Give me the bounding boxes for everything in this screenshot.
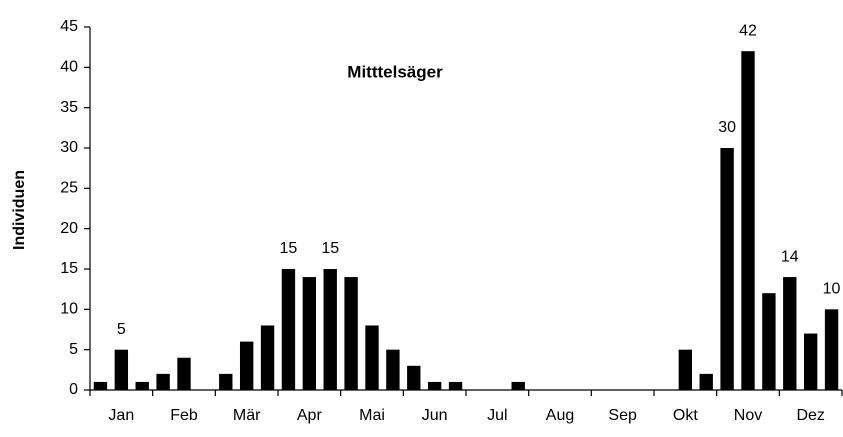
bar bbox=[741, 51, 755, 390]
bar bbox=[239, 341, 254, 390]
y-tick-label: 15 bbox=[60, 260, 78, 277]
bar bbox=[720, 148, 734, 390]
data-label: 10 bbox=[823, 281, 841, 298]
bar bbox=[762, 293, 776, 390]
bar bbox=[699, 373, 713, 390]
data-label: 30 bbox=[718, 119, 736, 136]
x-tick-label: Mai bbox=[359, 407, 385, 424]
bar bbox=[511, 381, 525, 390]
y-tick-label: 0 bbox=[69, 381, 78, 398]
bar bbox=[135, 381, 149, 390]
bar bbox=[302, 277, 317, 390]
bar bbox=[365, 325, 379, 390]
y-tick-label: 20 bbox=[60, 220, 78, 237]
chart-title: Mitttelsäger bbox=[347, 62, 443, 81]
bar bbox=[824, 309, 839, 390]
bar bbox=[427, 381, 442, 390]
x-tick-label: Nov bbox=[734, 407, 762, 424]
data-label: 5 bbox=[117, 321, 126, 338]
y-tick-label: 25 bbox=[60, 180, 78, 197]
bar bbox=[407, 365, 421, 390]
bar bbox=[93, 381, 108, 390]
data-label: 15 bbox=[321, 240, 339, 257]
x-tick-label: Feb bbox=[170, 407, 198, 424]
bar bbox=[281, 269, 296, 390]
x-tick-label: Aug bbox=[546, 407, 574, 424]
y-tick-label: 45 bbox=[60, 18, 78, 35]
x-tick-label: Apr bbox=[297, 407, 323, 424]
y-axis-label: Individuen bbox=[11, 170, 28, 250]
y-tick-label: 35 bbox=[60, 99, 78, 116]
bar bbox=[323, 269, 337, 390]
data-label: 14 bbox=[781, 248, 799, 265]
x-tick-label: Okt bbox=[673, 407, 698, 424]
y-tick-label: 10 bbox=[60, 301, 78, 318]
x-tick-label: Jun bbox=[422, 407, 448, 424]
x-tick-label: Mär bbox=[233, 407, 261, 424]
bar bbox=[448, 381, 463, 390]
data-label: 15 bbox=[280, 240, 298, 257]
x-tick-label: Jan bbox=[108, 407, 134, 424]
bar bbox=[156, 373, 170, 390]
x-tick-label: Sep bbox=[608, 407, 637, 424]
y-tick-label: 5 bbox=[69, 341, 78, 358]
bar bbox=[783, 277, 797, 390]
y-tick-label: 40 bbox=[60, 59, 78, 76]
bar bbox=[219, 373, 233, 390]
x-tick-label: Jul bbox=[487, 407, 507, 424]
bar bbox=[260, 325, 275, 390]
y-tick-label: 30 bbox=[60, 139, 78, 156]
bar bbox=[177, 357, 191, 390]
bar bbox=[678, 349, 693, 390]
x-tick-label: Dez bbox=[796, 407, 824, 424]
bar bbox=[114, 349, 129, 390]
bar bbox=[803, 333, 818, 390]
bar bbox=[386, 349, 400, 390]
data-label: 42 bbox=[739, 22, 757, 39]
bar bbox=[344, 277, 358, 390]
